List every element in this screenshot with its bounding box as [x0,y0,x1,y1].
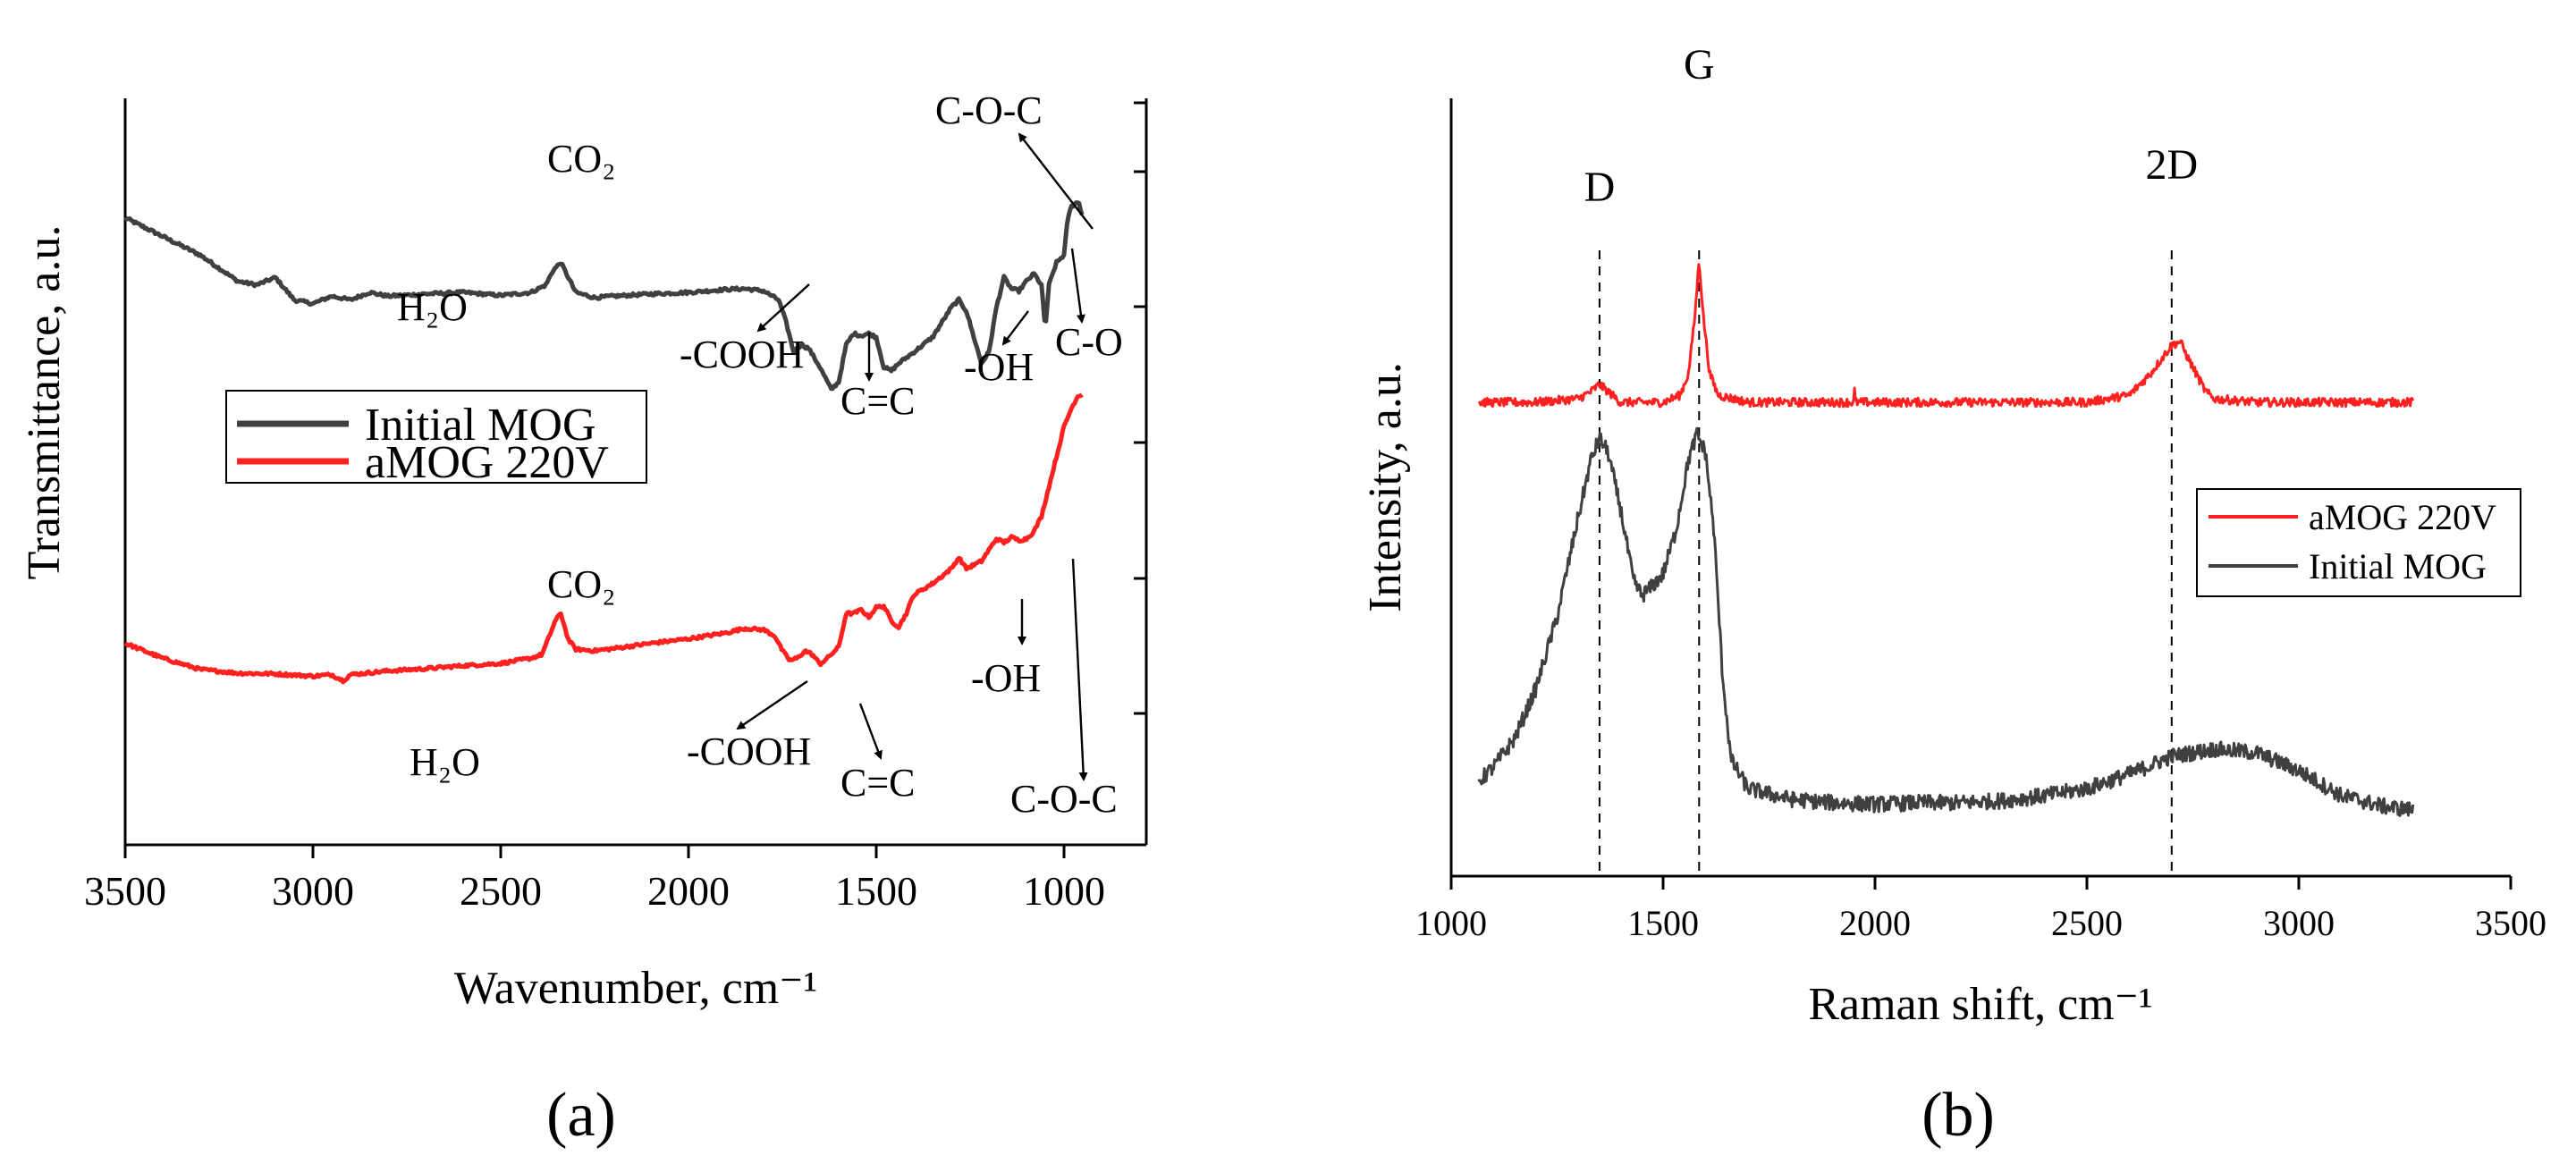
panel-a-x-tick-label: 3000 [272,868,354,914]
panel-a-x-tick-label: 2500 [460,868,542,914]
panel-b-x-axis-label: Raman shift, cm⁻¹ [1808,979,2152,1030]
panel-a-x-axis-label: Wavenumber, cm⁻¹ [454,963,817,1014]
panel-b-x-tick-label: 3000 [2263,903,2335,943]
annotation-coc-bottom: C-O-C [1010,777,1118,821]
annotation-cooh-top: -COOH [680,333,804,376]
panel-b-legend: aMOG 220V Initial MOG [2196,488,2521,597]
arrow-oh-top [1001,310,1029,346]
annotation-h2o-bottom: H₂O [410,740,480,784]
panel-a-label: (a) [546,1081,616,1150]
panel-a-x-tick-label: 3500 [84,868,166,914]
panel-b-y-axis-label: Intensity, a.u. [1360,362,1411,612]
annotation-cooh-bottom: -COOH [687,730,811,773]
annotation-coc-top: C-O-C [935,89,1043,132]
panel-b-series-amog-220v [1477,263,2415,409]
legend-label-initial-mog-b: Initial MOG [2309,546,2487,586]
annotation-co-top: C-O [1055,320,1123,364]
annotation-oh-bottom: -OH [971,656,1041,700]
arrow-cc-bottom [858,703,883,760]
panel-a-x-tick-label: 1500 [835,868,917,914]
panel-b-raman-chart: 1000 1500 2000 2500 3000 3500 D G 2D Raman shif… [1360,41,2546,1150]
annotation-co2-bottom: CO₂ [547,562,615,606]
panel-b-x-tick-label: 3500 [2475,903,2546,943]
panel-a-legend: Initial MOG aMOG 220V [225,390,647,488]
panel-b-legend-box [2196,488,2521,597]
panel-a-y-axis-label: Transmittance, a.u. [19,225,70,580]
legend-label-initial-mog: Initial MOG [365,400,596,451]
panel-a-legend-box [225,390,647,484]
arrow-cooh-top [756,283,810,333]
panel-a-ftir-chart: 3500 3000 2500 2000 1500 1000 Wavenumber, cm⁻… [19,89,1148,1150]
panel-b-x-tick-label: 2500 [2051,903,2123,943]
arrow-cooh-bottom [736,680,808,730]
panel-a-series-amog-220v [123,392,1084,685]
annotation-oh-top: -OH [964,345,1034,389]
arrow-coc-bottom [1071,558,1088,781]
annotation-co2-top: CO₂ [547,137,615,181]
panel-b-peak-label-d: D [1584,164,1616,211]
panel-b-x-tick-label: 2000 [1839,903,1911,943]
panel-b-x-tick-label: 1500 [1627,903,1699,943]
annotation-h2o-top: H₂O [397,285,468,329]
panel-b-label: (b) [1921,1081,1995,1150]
annotation-cc-top: C=C [840,379,916,423]
panel-b-series-initial-mog [1477,426,2415,817]
panel-b-peak-label-g: G [1684,41,1715,89]
annotation-cc-bottom: C=C [840,761,916,805]
panel-a-x-tick-label: 2000 [647,868,730,914]
panel-a-annotation-arrows [736,132,1094,781]
panel-b-peak-label-2d: 2D [2145,141,2198,189]
legend-label-amog-220v: aMOG 220V [365,437,609,488]
arrow-co-top [1070,248,1085,324]
arrow-coc-top [1018,132,1094,230]
panel-a-x-tick-label: 1000 [1023,868,1105,914]
panel-b-x-tick-label: 1000 [1415,903,1487,943]
legend-label-amog-220v-b: aMOG 220V [2309,497,2496,537]
panel-a-series-initial-mog [123,200,1085,392]
